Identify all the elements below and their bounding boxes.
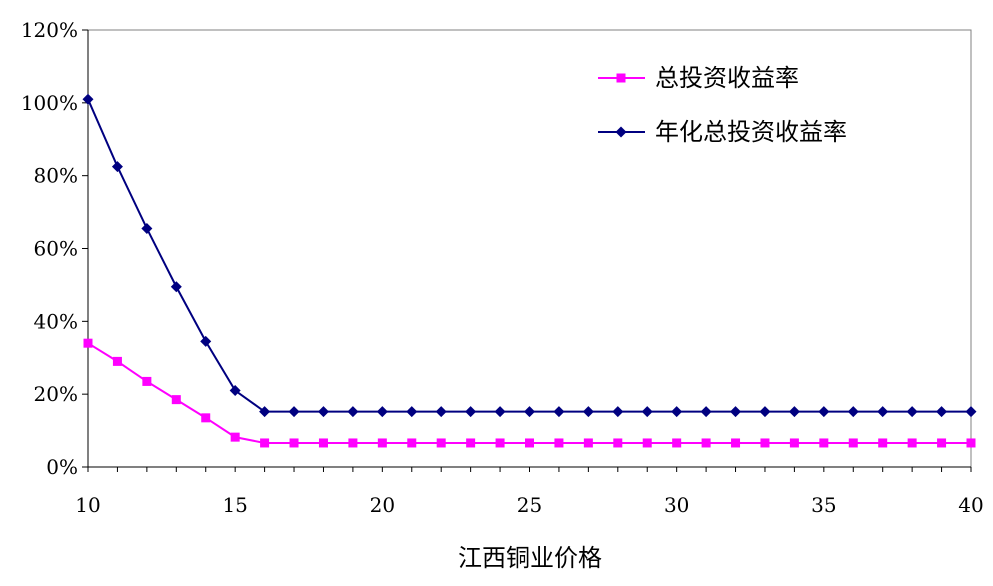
series-layer [82, 93, 977, 448]
x-axis-title: 江西铜业价格 [458, 544, 602, 572]
data-point [554, 438, 564, 448]
data-point [82, 93, 94, 105]
data-point [582, 406, 594, 418]
data-point [466, 438, 476, 448]
data-point [435, 406, 447, 418]
data-point [317, 406, 329, 418]
data-point [288, 406, 300, 418]
data-point [200, 335, 212, 347]
data-point [495, 438, 505, 448]
data-point [377, 438, 387, 448]
data-point [818, 406, 830, 418]
data-point [730, 406, 742, 418]
y-tick-label: 60% [34, 237, 78, 261]
data-point [759, 406, 771, 418]
data-point [965, 406, 977, 418]
x-tick-label: 35 [811, 493, 836, 517]
data-point [848, 438, 858, 448]
data-point [83, 338, 93, 348]
data-point [553, 406, 565, 418]
data-point [641, 406, 653, 418]
data-point [613, 438, 623, 448]
legend: 总投资收益率 年化总投资收益率 [598, 64, 847, 146]
data-point [789, 438, 799, 448]
data-point [376, 406, 388, 418]
legend-marker-series-1 [616, 73, 626, 83]
data-point [819, 438, 829, 448]
data-point [937, 438, 947, 448]
x-tick-label: 30 [664, 493, 689, 517]
data-point [906, 406, 918, 418]
data-point [230, 432, 240, 442]
y-tick-label: 100% [21, 91, 78, 115]
data-point [112, 356, 122, 366]
y-tick-label: 80% [34, 164, 78, 188]
data-point [672, 438, 682, 448]
data-point [494, 406, 506, 418]
data-point [671, 406, 683, 418]
data-point [524, 406, 535, 418]
data-point [525, 438, 534, 448]
data-point [966, 438, 976, 448]
data-point [583, 438, 593, 448]
data-point [142, 376, 152, 386]
plot-area [87, 29, 972, 468]
data-point [642, 438, 652, 448]
y-axis: 0% 20% 40% 60% 80% 100% 120% [21, 18, 89, 479]
data-point [700, 406, 712, 418]
x-tick-label: 10 [75, 493, 100, 517]
data-point [847, 406, 859, 418]
y-tick-label: 0% [46, 455, 78, 479]
data-point [318, 438, 328, 448]
data-point [201, 413, 211, 423]
data-point [170, 281, 182, 293]
x-axis: 10 15 20 25 30 35 40 [75, 466, 984, 517]
data-point [229, 385, 241, 397]
y-tick-label: 120% [21, 18, 78, 42]
data-point [259, 406, 271, 418]
x-tick-label: 15 [222, 493, 247, 517]
data-point [907, 438, 917, 448]
data-point [465, 406, 477, 418]
data-point [171, 395, 181, 405]
data-point [260, 438, 270, 448]
data-point [347, 406, 359, 418]
data-point [406, 406, 418, 418]
data-point [788, 406, 800, 418]
data-point [760, 438, 770, 448]
legend-marker-series-2 [615, 126, 627, 138]
data-point [111, 161, 123, 173]
data-point [731, 438, 741, 448]
legend-label-series-1: 总投资收益率 [655, 64, 799, 92]
data-point [877, 406, 889, 418]
y-tick-label: 40% [34, 309, 78, 333]
data-point [612, 406, 624, 418]
x-tick-label: 25 [517, 493, 542, 517]
data-point [878, 438, 888, 448]
data-point [348, 438, 358, 448]
legend-label-series-2: 年化总投资收益率 [655, 118, 847, 146]
data-point [701, 438, 711, 448]
data-point [289, 438, 299, 448]
x-tick-label: 40 [958, 493, 983, 517]
data-point [436, 438, 446, 448]
data-point [407, 438, 417, 448]
data-point [936, 406, 948, 418]
data-point [141, 222, 153, 234]
y-tick-label: 20% [34, 382, 78, 406]
x-tick-label: 20 [370, 493, 395, 517]
